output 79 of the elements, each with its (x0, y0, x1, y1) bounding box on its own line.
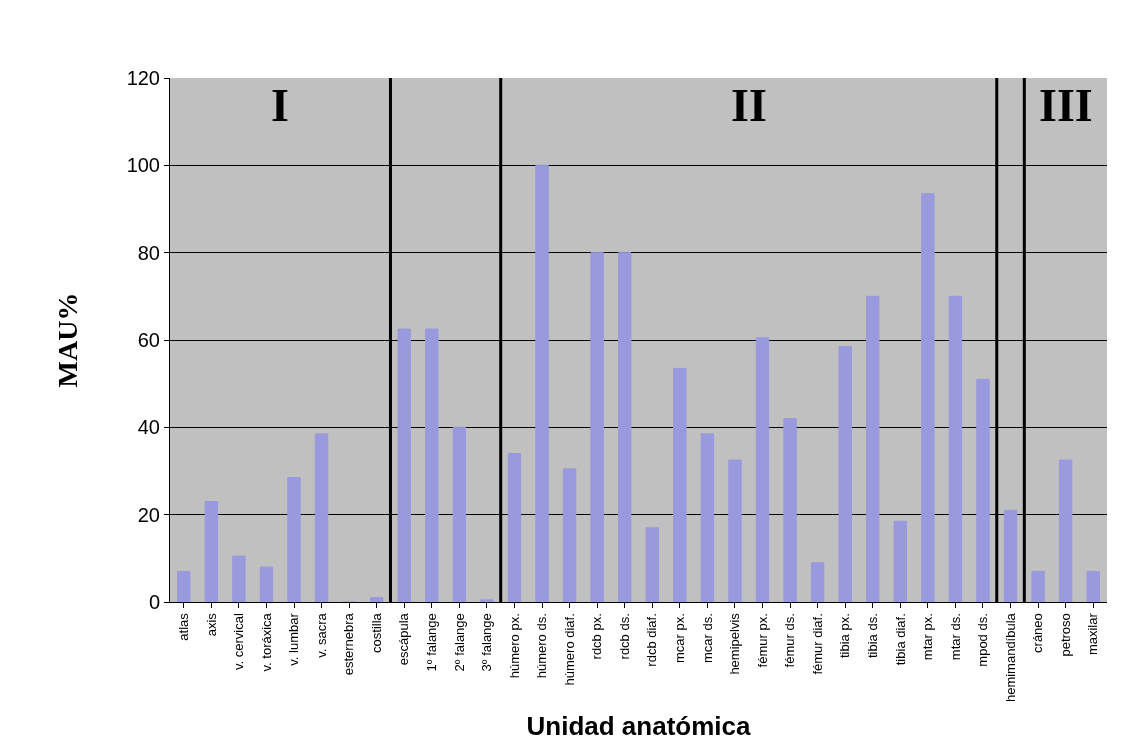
x-tick-label: escápula (396, 612, 412, 666)
x-tick-label: rdcb diaf. (644, 613, 660, 667)
bar (590, 252, 604, 602)
bar (1031, 570, 1045, 602)
x-tick-label: v. sacra (313, 612, 329, 658)
x-tick-label: v. lumbar (286, 612, 302, 666)
bar (562, 468, 577, 602)
bar (948, 295, 963, 602)
annotation: I (271, 80, 289, 131)
x-tick-label: costilla (368, 612, 384, 653)
x-tick-label: fémur ds. (782, 613, 798, 668)
bar (232, 555, 246, 602)
x-tick-label: rdcb px. (589, 613, 605, 660)
bar (177, 570, 191, 602)
bar (893, 520, 908, 602)
x-tick-label: húmero px. (506, 613, 522, 679)
x-tick-label: fémur diaf. (809, 613, 825, 675)
x-tick-label: v. cervical (231, 613, 247, 671)
bar (866, 295, 880, 602)
x-tick-label: cráneo (1030, 613, 1046, 653)
x-tick-label: tibia diaf. (892, 613, 908, 666)
bar (204, 501, 219, 602)
bar (755, 337, 770, 602)
x-tick-label: hemipelvis (727, 612, 743, 675)
x-tick-label: 2º falange (451, 613, 467, 672)
x-tick-label: húmero ds. (534, 613, 550, 679)
bar (783, 418, 797, 602)
y-tick-label: 80 (137, 241, 160, 264)
bar (673, 367, 687, 602)
bar (645, 527, 659, 602)
y-tick-label: 0 (148, 591, 160, 613)
x-tick-label: mpod ds. (975, 613, 991, 667)
x-tick-label: axis (203, 612, 219, 637)
y-tick-label: 100 (126, 154, 160, 177)
y-axis-title: MAU% (52, 292, 84, 388)
x-tick-label: mtar ds. (947, 613, 963, 661)
x-tick-label: tibia ds. (864, 613, 880, 659)
x-axis-title: Unidad anatómica (526, 710, 751, 741)
y-tick-label: 40 (137, 416, 160, 439)
bar (700, 433, 715, 602)
bar (921, 193, 935, 602)
bar (838, 346, 852, 602)
x-tick-label: tibia px. (837, 613, 853, 659)
x-tick-label: atlas (176, 612, 192, 641)
bar (535, 164, 549, 602)
x-tick-label: petroso (1057, 613, 1073, 657)
x-tick-label: mtar px. (920, 613, 936, 661)
bar (507, 453, 522, 602)
x-tick-label: 3º falange (479, 613, 495, 672)
x-tick-label: rdcb ds. (616, 613, 632, 660)
y-tick-label: 60 (137, 329, 160, 351)
bar (810, 562, 825, 602)
x-tick-label: maxilar (1085, 612, 1101, 656)
annotation: III (1039, 80, 1093, 131)
bar (369, 597, 384, 602)
x-tick-label: mcar px. (672, 613, 688, 664)
x-tick-label: fémur px. (754, 613, 770, 668)
bar (287, 477, 301, 602)
bar (728, 459, 742, 602)
bar (452, 426, 467, 602)
bar (618, 252, 632, 602)
bar (259, 566, 274, 602)
x-tick-label: mcar ds. (699, 613, 715, 664)
x-tick-label: hemimandíbula (1002, 612, 1018, 703)
bar (976, 378, 990, 602)
bar (425, 328, 439, 602)
y-tick-label: 20 (137, 503, 160, 526)
y-tick-label: 120 (126, 67, 160, 89)
bar (1058, 459, 1073, 602)
bar (480, 599, 494, 602)
bar (1086, 570, 1100, 602)
annotation: II (731, 80, 767, 131)
x-tick-label: 1º falange (424, 613, 440, 672)
x-tick-label: húmero diaf. (561, 613, 577, 686)
x-tick-label: v. toráxica (258, 612, 274, 672)
bar (314, 433, 329, 602)
x-tick-label: esternebra (341, 612, 357, 676)
bar (1003, 509, 1018, 602)
bar (397, 328, 411, 602)
